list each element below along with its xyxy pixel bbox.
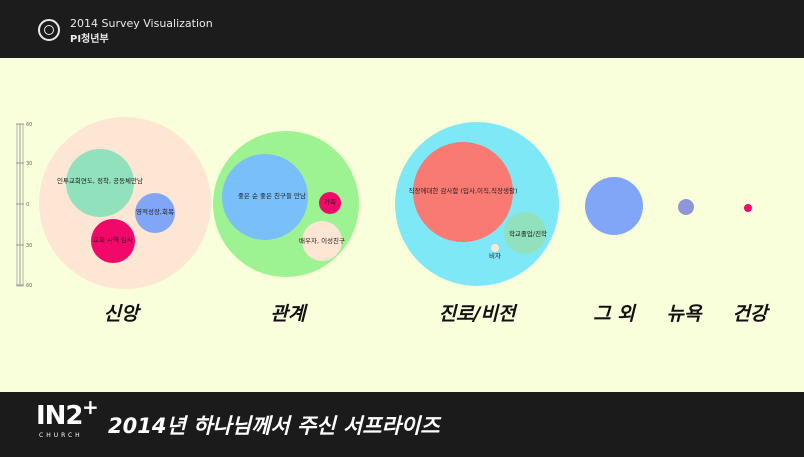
child-bubble-label: 가족 [324, 197, 336, 206]
child-bubble-label: 배우자, 이성친구 [299, 236, 345, 245]
footer-brand-plus: + [82, 395, 99, 419]
group-label: 뉴욕 [667, 303, 703, 325]
axis-tick-label: 60 [26, 283, 32, 289]
axis-tick-label: 30 [26, 243, 32, 249]
child-bubble [222, 154, 308, 240]
child-bubble [504, 212, 546, 254]
child-bubble-label: 인투교회연도, 정착, 공동체만남 [57, 176, 143, 185]
group-label: 신앙 [104, 303, 142, 325]
child-bubble-label: 비자 [489, 251, 501, 260]
child-bubble [66, 149, 134, 217]
child-bubble-label: 학교졸업/진학 [509, 229, 547, 238]
child-bubble [319, 192, 341, 214]
ring-logo-icon [38, 19, 60, 41]
child-bubble-label: 교회 사역 감사 [93, 235, 133, 244]
footer-brand: IN2 [36, 401, 84, 431]
group-bubble [678, 199, 694, 215]
group-label: 그 외 [593, 303, 637, 325]
footer-title: 2014년 하나님께서 주신 서프라이즈 [108, 414, 440, 438]
group-label: 건강 [733, 303, 771, 325]
child-bubble [135, 193, 175, 233]
child-bubble-label: 영적성장,회복 [136, 207, 174, 216]
group-label: 관계 [271, 303, 308, 325]
axis-tick-label: 60 [26, 122, 32, 128]
header-subtitle: PI청년부 [70, 34, 109, 45]
child-bubble [302, 221, 342, 261]
child-bubble-label: 직장에대한 감사함 (입사,이직,직장생활) [408, 186, 517, 195]
child-bubble [413, 142, 513, 242]
child-bubble-label: 좋은 순 좋은 친구들 만남 [238, 191, 306, 200]
group-label: 진로/비전 [439, 303, 518, 325]
footer-bar: IN2 + CHURCH 2014년 하나님께서 주신 서프라이즈 [0, 392, 804, 457]
child-bubble [491, 244, 499, 252]
child-bubble [91, 219, 135, 263]
header-bar: 2014 Survey Visualization PI청년부 [0, 0, 804, 58]
footer-brand-sub: CHURCH [39, 432, 83, 439]
axis-tick-label: 0 [26, 202, 29, 208]
header-title: 2014 Survey Visualization [70, 17, 213, 30]
axis-tick-label: 30 [26, 161, 32, 167]
group-bubble [744, 204, 752, 212]
group-bubble [585, 177, 643, 235]
